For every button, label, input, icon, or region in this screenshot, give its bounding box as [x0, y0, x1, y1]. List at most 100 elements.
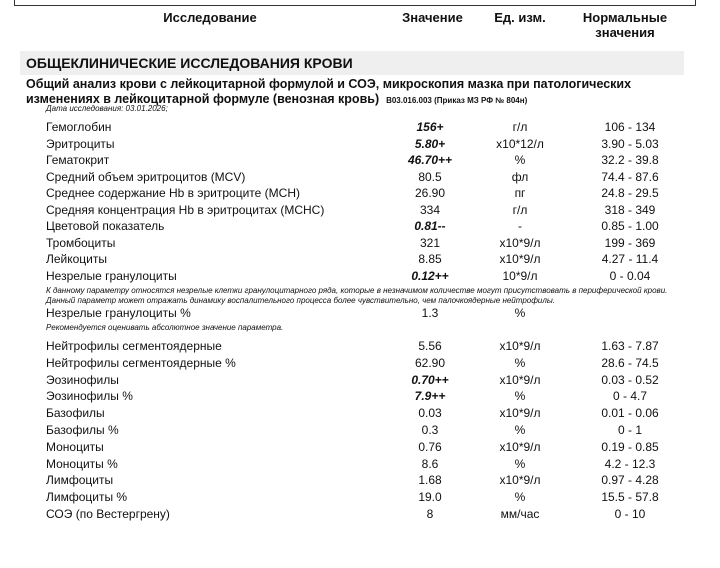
result-value: 19.0 [418, 490, 442, 505]
result-value: 321 [419, 235, 441, 250]
result-name: Незрелые гранулоциты % [46, 306, 191, 320]
result-row: Незрелые гранулоциты 0.12++ 10*9/л 0 - 0.04 [0, 268, 720, 284]
result-name: Цветовой показатель [46, 219, 165, 233]
result-value: 0.12++ [411, 268, 449, 283]
result-value: 0.70++ [411, 372, 449, 387]
result-reference: 3.90 - 5.03 [601, 136, 659, 151]
result-reference: 0.85 - 1.00 [601, 219, 659, 233]
result-reference: 0.03 - 0.52 [601, 372, 659, 387]
result-row: Средняя концентрация Hb в эритроцитах (M… [0, 202, 720, 218]
result-name: Базофилы % [46, 423, 119, 437]
result-unit: пг [514, 186, 526, 200]
result-row: Средний объем эритроцитов (MCV) 80.5 фл 74.… [0, 169, 720, 185]
result-unit: - [518, 219, 522, 233]
result-name: Гемоглобин [46, 120, 112, 134]
header-unit: Ед. изм. [494, 10, 546, 25]
result-row: Эозинофилы 0.70++ x10*9/л 0.03 - 0.52 [0, 372, 720, 388]
result-row: Моноциты % 8.6% 4.2 - 12.3 [0, 456, 720, 472]
result-unit: x10*9/л [499, 252, 541, 266]
result-reference: 32.2 - 39.8 [601, 153, 659, 167]
result-value: 8.6 [421, 456, 439, 471]
result-reference: 199 - 369 [604, 235, 656, 250]
result-value: 1.68 [418, 473, 442, 488]
result-reference: 0 - 1 [617, 423, 642, 437]
result-value: 1.3 [421, 306, 439, 320]
result-unit: 10*9/л [502, 268, 538, 283]
result-reference: 106 - 134 [604, 120, 656, 134]
result-row: Среднее содержание Hb в эритроците (MCH)… [0, 185, 720, 201]
result-reference: 15.5 - 57.8 [601, 490, 659, 505]
result-value: 5.80+ [414, 136, 446, 151]
result-value: 156+ [416, 120, 444, 134]
top-frame [14, 0, 696, 6]
result-reference: 0 - 10 [614, 507, 646, 521]
result-value: 0.81-- [414, 219, 446, 233]
result-reference: 4.2 - 12.3 [604, 456, 656, 471]
result-unit: % [514, 456, 526, 471]
result-value: 8 [426, 507, 434, 521]
result-row: Нейтрофилы сегментоядерные % 62.90% 28.6 -… [0, 355, 720, 371]
result-row: Лейкоциты 8.85 x10*9/л 4.27 - 11.4 [0, 251, 720, 267]
test-title-text: Общий анализ крови с лейкоцитарной форму… [26, 77, 632, 106]
test-code: B03.016.003 (Приказ МЗ РФ № 804н) [386, 96, 528, 105]
result-row: СОЭ (по Вестергрену) 8 мм/час 0 - 10 [0, 506, 720, 522]
result-unit: г/л [512, 120, 528, 134]
header-study: Исследование [163, 10, 257, 25]
result-reference: 28.6 - 74.5 [601, 355, 659, 370]
result-unit: г/л [512, 202, 528, 217]
result-unit: % [514, 423, 526, 437]
result-reference: 0.19 - 0.85 [601, 439, 659, 454]
result-value: 62.90 [414, 355, 446, 370]
result-row: Базофилы % 0.3% 0 - 1 [0, 422, 720, 438]
result-unit: x10*9/л [499, 235, 541, 250]
result-name: Среднее содержание Hb в эритроците (MCH) [46, 186, 300, 200]
result-value: 0.3 [421, 423, 439, 437]
result-row: Незрелые гранулоциты % 1.3% [0, 305, 720, 321]
result-name: Нейтрофилы сегментоядерные % [46, 355, 236, 370]
result-value: 26.90 [414, 186, 446, 200]
result-reference: 0 - 0.04 [609, 268, 651, 283]
result-name: Гематокрит [46, 153, 110, 167]
result-name: Эозинофилы [46, 372, 119, 387]
result-name: Лейкоциты [46, 252, 108, 266]
result-name: Эозинофилы % [46, 389, 133, 404]
result-reference: 74.4 - 87.6 [601, 169, 659, 184]
result-unit: фл [511, 169, 529, 184]
header-norm: Нормальные значения [582, 10, 668, 40]
result-value: 5.56 [418, 339, 442, 353]
result-reference: 0 - 4.7 [612, 389, 648, 404]
result-value: 7.9++ [414, 389, 446, 404]
result-unit: % [514, 355, 526, 370]
note-immature-granulocytes: К данному параметру относятся незрелые к… [46, 286, 668, 305]
note-recommendation: Рекомендуется оценивать абсолютное значе… [46, 323, 284, 332]
result-name: Эритроциты [46, 136, 115, 151]
result-unit: x10*12/л [496, 136, 544, 151]
result-name: Моноциты [46, 439, 104, 454]
result-unit: % [514, 490, 526, 505]
result-row: Нейтрофилы сегментоядерные 5.56 x10*9/л 1.6… [0, 338, 720, 354]
result-row: Гематокрит 46.70++% 32.2 - 39.8 [0, 152, 720, 168]
result-name: Средняя концентрация Hb в эритроцитах (M… [46, 202, 325, 217]
result-name: Лимфоциты % [46, 490, 128, 505]
result-row: Эозинофилы % 7.9++% 0 - 4.7 [0, 388, 720, 404]
result-value: 0.03 [418, 406, 442, 421]
result-unit: x10*9/л [499, 339, 541, 353]
result-unit: x10*9/л [499, 439, 541, 454]
header-value: Значение [402, 10, 463, 25]
result-unit: мм/час [500, 507, 540, 521]
test-title: Общий анализ крови с лейкоцитарной форму… [26, 77, 686, 108]
result-unit: x10*9/л [499, 406, 541, 421]
result-name: Нейтрофилы сегментоядерные [46, 339, 222, 353]
result-name: Тромбоциты [46, 235, 116, 250]
result-value: 0.76 [418, 439, 442, 454]
result-name: Незрелые гранулоциты [46, 268, 177, 283]
result-row: Гемоглобин 156+ г/л 106 - 134 [0, 119, 720, 135]
result-row: Тромбоциты 321 x10*9/л 199 - 369 [0, 235, 720, 251]
result-value: 46.70++ [407, 153, 453, 167]
result-unit: % [514, 306, 526, 320]
result-reference: 0.97 - 4.28 [601, 473, 659, 488]
result-row: Моноциты 0.76 x10*9/л 0.19 - 0.85 [0, 439, 720, 455]
result-value: 8.85 [418, 252, 442, 266]
result-reference: 24.8 - 29.5 [601, 186, 659, 200]
result-unit: % [514, 153, 526, 167]
